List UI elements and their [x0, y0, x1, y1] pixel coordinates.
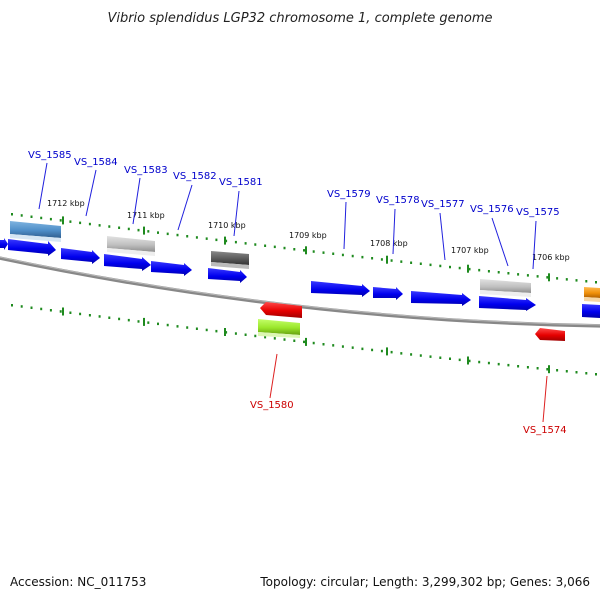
scale-label-1707: 1707 kbp: [451, 246, 489, 255]
gene-arrow[interactable]: [260, 302, 302, 318]
gene-arrow[interactable]: [535, 328, 565, 341]
gene-arrow[interactable]: [479, 296, 536, 311]
leader-lines-forward: [38, 162, 537, 270]
scale-ticks-reverse: [11, 304, 597, 376]
scale-label-1708: 1708 kbp: [370, 239, 408, 248]
gene-arrow[interactable]: [373, 287, 403, 300]
gene-label-vs1575[interactable]: VS_1575: [516, 207, 560, 218]
gene-track-forward: [0, 221, 600, 318]
gene-arrow[interactable]: [8, 239, 56, 256]
leader-lines-reverse: [269, 353, 548, 423]
gene-arrow[interactable]: [582, 304, 600, 318]
genome-summary-text: Topology: circular; Length: 3,299,302 bp…: [259, 575, 590, 589]
gene-box[interactable]: [258, 319, 300, 338]
scale-label-1706: 1706 kbp: [532, 253, 570, 262]
scale-labels: 1712 kbp 1711 kbp 1710 kbp 1709 kbp 1708…: [47, 199, 570, 262]
gene-box[interactable]: [584, 287, 600, 302]
scale-label-1711: 1711 kbp: [127, 211, 165, 220]
gene-label-vs1579[interactable]: VS_1579: [327, 189, 371, 200]
gene-arrow[interactable]: [151, 261, 192, 276]
gene-label-vs1577[interactable]: VS_1577: [421, 199, 465, 210]
gene-box[interactable]: [211, 251, 249, 269]
gene-arrow[interactable]: [104, 254, 151, 271]
scale-label-1710: 1710 kbp: [208, 221, 246, 230]
gene-arrow[interactable]: [0, 238, 8, 250]
gene-box[interactable]: [480, 279, 531, 297]
gene-arrow[interactable]: [61, 248, 100, 264]
gene-label-vs1584[interactable]: VS_1584: [74, 157, 118, 168]
gene-label-vs1582[interactable]: VS_1582: [173, 171, 217, 182]
gene-label-vs1574[interactable]: VS_1574: [523, 425, 567, 436]
gene-labels-reverse: VS_1580 VS_1574: [250, 400, 567, 436]
gene-label-vs1578[interactable]: VS_1578: [376, 195, 420, 206]
gene-label-vs1576[interactable]: VS_1576: [470, 204, 514, 215]
gene-box[interactable]: [10, 221, 61, 242]
gene-track-reverse: [258, 302, 565, 341]
gene-arrow[interactable]: [208, 268, 247, 283]
gene-box[interactable]: [107, 236, 155, 256]
map-title: Vibrio splendidus LGP32 chromosome 1, co…: [107, 11, 492, 26]
gene-label-vs1581[interactable]: VS_1581: [219, 177, 263, 188]
scale-ticks-forward: [11, 213, 597, 284]
scale-label-1709: 1709 kbp: [289, 231, 327, 240]
gene-arrow[interactable]: [411, 291, 471, 306]
accession-text: Accession: NC_011753: [10, 575, 146, 589]
scale-label-1712: 1712 kbp: [47, 199, 85, 208]
gene-label-vs1583[interactable]: VS_1583: [124, 165, 168, 176]
gene-label-vs1585[interactable]: VS_1585: [28, 150, 72, 161]
gene-labels-forward: VS_1585 VS_1584 VS_1583 VS_1582 VS_1581 …: [28, 150, 560, 218]
gene-label-vs1580[interactable]: VS_1580: [250, 400, 294, 411]
gene-arrow[interactable]: [311, 281, 370, 297]
